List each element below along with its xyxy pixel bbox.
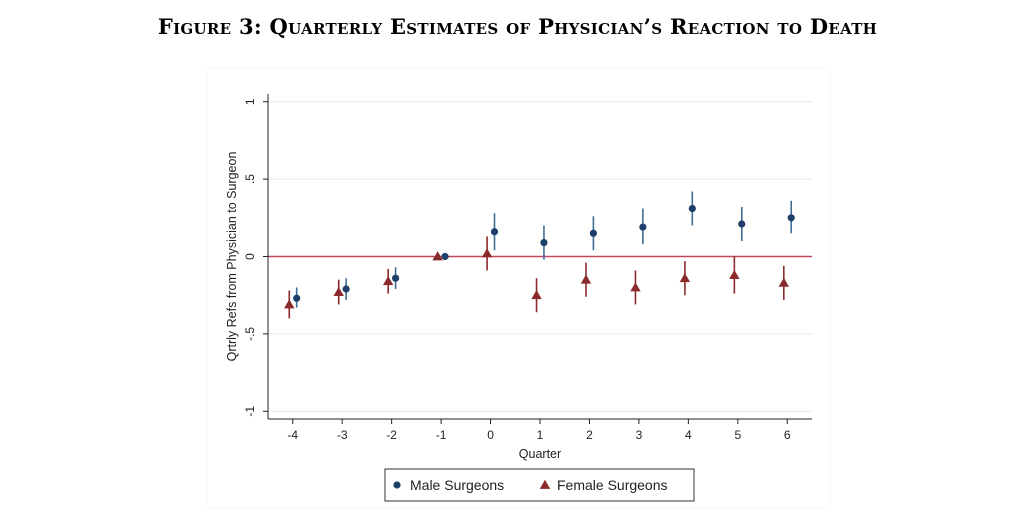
data-point [293,294,301,302]
data-point [738,220,746,228]
data-point [787,214,795,222]
data-point [284,299,295,309]
legend-marker-female-surgeons [539,479,551,489]
data-point [441,252,449,261]
legend: Male Surgeons Female Surgeons [384,468,695,502]
data-point [589,229,598,237]
x-axis-label: Quarter [519,447,561,461]
x-tick-label: 2 [586,428,593,442]
data-point [382,276,394,286]
y-axis-label: Qrtrly Refs from Physician to Surgeon [225,152,239,362]
legend-label-male-surgeons: Male Surgeons [410,477,504,493]
y-tick-label: -.5 [243,327,257,341]
x-tick-labels: -4 -3 -2 -1 0 1 2 3 4 5 6 [287,419,791,442]
series-female-surgeons [284,236,790,319]
series-male-surgeons [293,191,795,308]
x-tick-label: 0 [487,428,494,442]
x-tick-label: 1 [537,428,544,442]
x-tick-label: -4 [287,428,298,442]
data-point [432,251,443,261]
legend-label-female-surgeons: Female Surgeons [557,477,668,493]
data-point [531,289,542,300]
y-tick-labels: 1 .5 0 -.5 -1 [243,98,268,417]
legend-box [384,468,695,502]
data-series [284,191,795,319]
chart-svg: 1 .5 0 -.5 -1 -4 -3 -2 -1 0 1 2 3 4 5 6 Qrtrly Refs fr… [225,94,812,502]
y-tick-label: .5 [243,174,257,184]
legend-marker-male-surgeons [393,481,401,489]
y-tick-label: -1 [243,406,257,417]
data-point [391,274,400,282]
data-point [639,223,647,231]
data-point [481,248,493,258]
data-point [778,277,790,287]
x-tick-label: 3 [636,428,643,442]
data-point [490,228,499,236]
x-tick-label: -3 [337,428,348,442]
y-tick-label: 1 [243,98,257,105]
x-tick-label: -2 [386,428,397,442]
data-point [688,204,696,213]
figure-title: Figure 3: Quarterly Estimates of Physici… [157,14,878,39]
data-point [580,274,592,284]
x-tick-label: 4 [685,428,692,442]
data-point [342,285,350,293]
x-tick-label: -1 [436,428,447,442]
x-tick-label: 6 [784,428,791,442]
x-tick-label: 5 [734,428,741,442]
data-point [729,269,740,279]
data-point [540,238,548,247]
plot-panel: 1 .5 0 -.5 -1 -4 -3 -2 -1 0 1 2 3 4 5 6 Qrtrly Refs fr… [208,68,830,508]
grid-lines [268,101,812,412]
y-tick-label: 0 [243,253,257,260]
data-point [630,282,641,292]
data-point [679,272,691,283]
data-point [333,286,344,296]
